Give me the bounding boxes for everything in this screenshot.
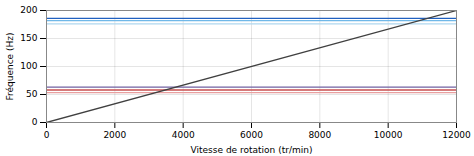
svg-text:0: 0 — [32, 117, 38, 127]
svg-text:50: 50 — [26, 89, 38, 99]
svg-text:2000: 2000 — [103, 130, 126, 140]
svg-text:12000: 12000 — [442, 130, 471, 140]
svg-text:Vitesse de rotation (tr/min): Vitesse de rotation (tr/min) — [191, 145, 313, 155]
svg-text:100: 100 — [20, 61, 37, 71]
svg-text:10000: 10000 — [374, 130, 403, 140]
svg-text:200: 200 — [20, 5, 37, 15]
svg-text:6000: 6000 — [240, 130, 263, 140]
svg-text:0: 0 — [44, 130, 50, 140]
svg-text:4000: 4000 — [172, 130, 195, 140]
svg-text:8000: 8000 — [308, 130, 331, 140]
svg-text:150: 150 — [20, 33, 37, 43]
svg-text:Fréquence (Hz): Fréquence (Hz) — [5, 32, 15, 100]
